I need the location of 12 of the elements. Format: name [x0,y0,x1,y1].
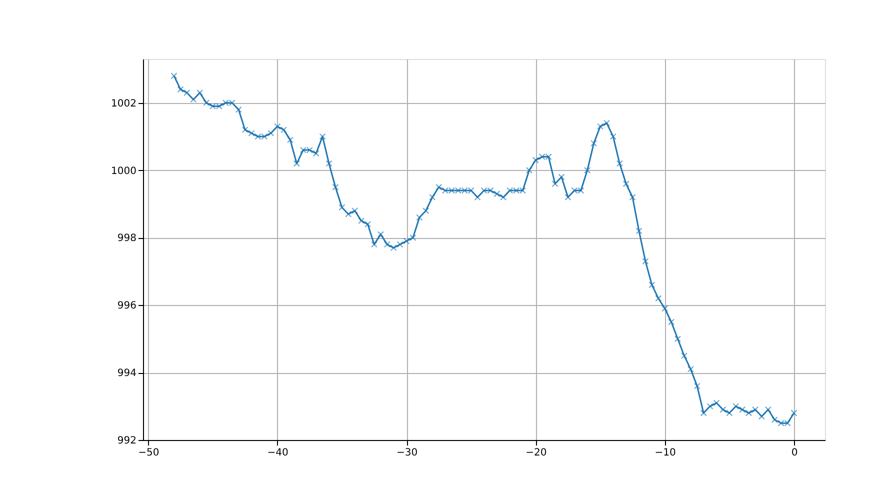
x-tick-label: −30 [396,448,418,458]
x-tick-label: −40 [267,448,288,458]
y-tick-label: 996 [117,300,136,312]
x-tick-label: 0 [791,448,798,458]
y-tick-label: 1000 [111,166,136,177]
y-tick-label: 1002 [111,98,136,110]
x-tick-label: −20 [526,448,547,458]
y-tick-label: 994 [117,368,136,380]
y-tick-label: 998 [117,233,136,244]
y-tick-label: 992 [117,436,136,446]
x-tick-label: −10 [654,448,676,458]
x-tick-label: −50 [138,448,160,458]
